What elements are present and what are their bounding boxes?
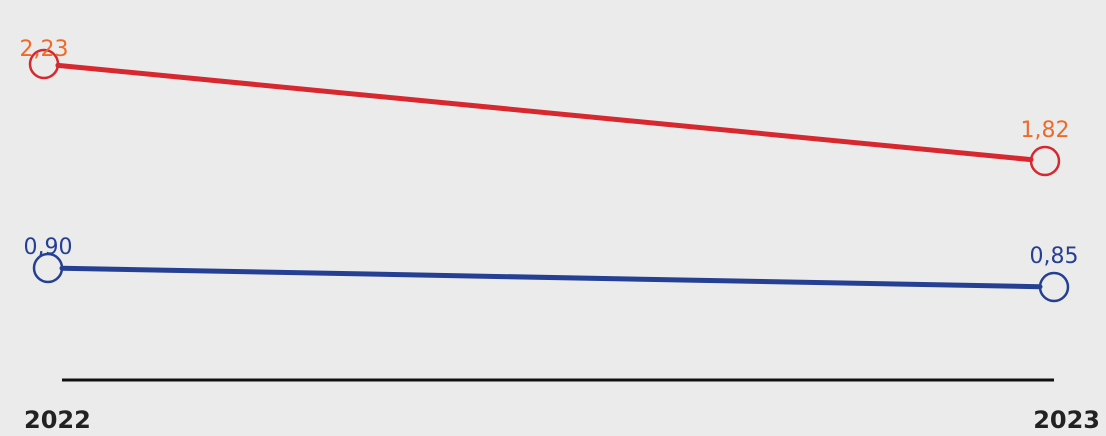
series-1-data-label-2022: 2,23	[20, 37, 69, 62]
series-1: 2,23 1,82	[20, 37, 1070, 177]
series-2-line	[59, 265, 1043, 290]
series-1-data-label-2023: 1,82	[1021, 118, 1070, 143]
series-1-point-2022	[28, 48, 60, 80]
series-1-line	[55, 62, 1034, 163]
x-tick-label-2022: 2022	[24, 406, 91, 434]
series-2-data-label-2023: 0,85	[1030, 244, 1079, 269]
series-layer: 2,23 1,82 0,90 0,85	[20, 37, 1079, 303]
series-2-point-2022	[32, 252, 64, 284]
x-tick-label-2023: 2023	[1033, 406, 1100, 434]
series-2-data-label-2022: 0,90	[24, 235, 73, 260]
series-1-point-2023	[1029, 145, 1061, 177]
series-2: 0,90 0,85	[24, 235, 1079, 303]
series-2-point-2023	[1038, 271, 1070, 303]
